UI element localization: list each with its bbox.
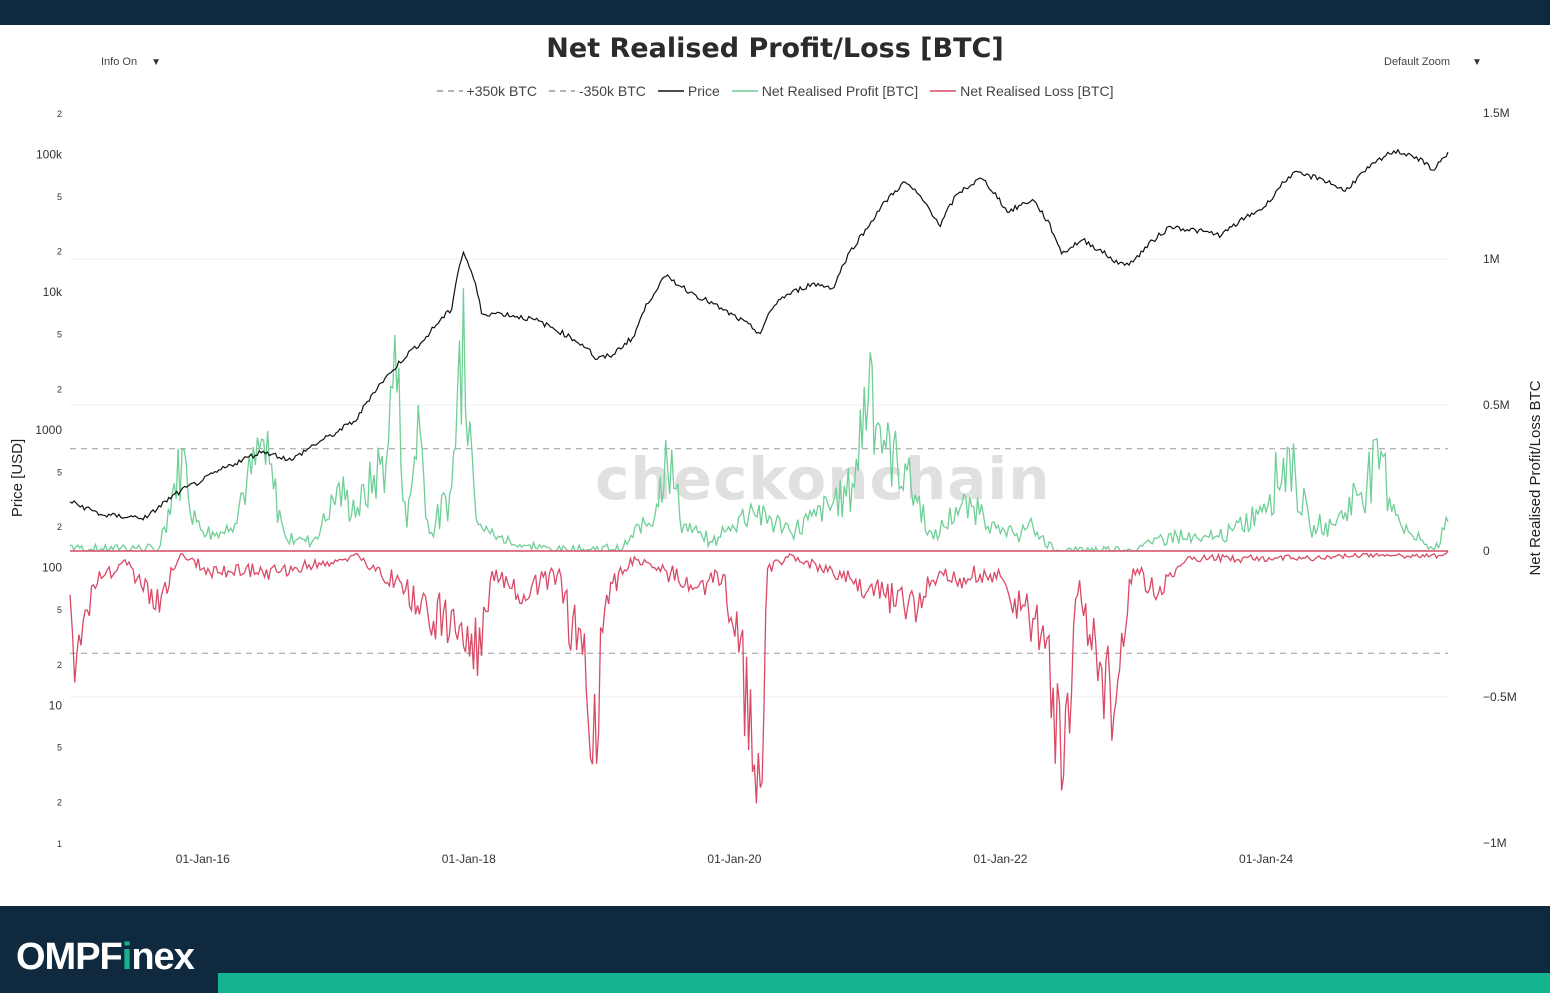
legend-label: Net Realised Profit [BTC] <box>761 83 919 99</box>
y-left-tick-label: 5 <box>57 743 62 753</box>
dashed-line-icon <box>436 90 463 92</box>
y-left-tick-label: 2 <box>57 798 62 808</box>
x-tick-label: 01-Jan-16 <box>176 852 230 866</box>
loss-series-line <box>69 550 1449 804</box>
y-left-tick-label: 2 <box>57 384 62 394</box>
y-right-tick-label: 0 <box>1483 544 1490 558</box>
y-left-tick-label: 2 <box>57 109 62 119</box>
info-toggle-label: Info On <box>101 56 138 68</box>
line-icon <box>657 90 684 92</box>
legend-item-price[interactable]: Price <box>657 83 720 99</box>
x-tick-label: 01-Jan-18 <box>442 852 496 866</box>
legend-label: -350k BTC <box>578 83 646 99</box>
top-banner <box>0 0 1550 25</box>
zoom-select-label: Default Zoom <box>1384 56 1451 68</box>
legend-label: Net Realised Loss [BTC] <box>960 83 1114 99</box>
info-toggle[interactable]: Info On ▼ <box>101 56 161 68</box>
line-icon <box>930 90 957 92</box>
profit-series-line <box>69 288 1449 553</box>
y-right-axis-title: Net Realised Profit/Loss BTC <box>1527 380 1544 575</box>
brand-text: OMPF <box>16 936 123 978</box>
y-right-tick-label: 1M <box>1483 252 1500 266</box>
dashed-line-icon <box>548 90 575 92</box>
y-left-tick-label: 5 <box>57 467 62 477</box>
price-series-line <box>69 148 1449 521</box>
legend-item-upper-threshold[interactable]: +350k BTC <box>436 83 537 99</box>
y-left-tick-label: 10k <box>43 285 63 299</box>
x-tick-label: 01-Jan-24 <box>1239 852 1293 866</box>
line-icon <box>731 90 758 92</box>
y-left-tick-label: 1000 <box>35 423 62 437</box>
brand-accent: i <box>121 936 133 978</box>
y-left-tick-label: 2 <box>57 247 62 257</box>
y-left-tick-label: 2 <box>57 522 62 532</box>
y-left-axis-title: Price [USD] <box>9 439 26 517</box>
chart-legend: +350k BTC -350k BTC Price Net Realised P… <box>0 83 1550 99</box>
legend-item-lower-threshold[interactable]: -350k BTC <box>548 83 646 99</box>
chevron-down-icon: ▼ <box>151 57 161 68</box>
x-tick-label: 01-Jan-22 <box>973 852 1027 866</box>
brand-logo: OMPFinex <box>16 934 195 980</box>
zoom-select[interactable]: Default Zoom ▼ <box>1384 56 1482 68</box>
y-left-tick-label: 2 <box>57 660 62 670</box>
y-left-tick-label: 10 <box>49 698 63 712</box>
y-left-tick-label: 100 <box>42 561 62 575</box>
y-left-tick-label: 5 <box>57 330 62 340</box>
y-right-tick-label: −1M <box>1483 836 1507 850</box>
legend-label: Price <box>687 83 720 99</box>
legend-item-loss[interactable]: Net Realised Loss [BTC] <box>930 83 1113 99</box>
y-right-tick-label: 0.5M <box>1483 398 1510 412</box>
y-left-tick-label: 1 <box>57 839 62 849</box>
y-right-tick-label: −0.5M <box>1483 690 1517 704</box>
brand-text-end: nex <box>131 936 194 978</box>
chart-title: Net Realised Profit/Loss [BTC] <box>546 33 1004 64</box>
chevron-down-icon: ▼ <box>1472 57 1482 68</box>
y-right-tick-label: 1.5M <box>1483 106 1510 120</box>
footer-accent-bar <box>218 973 1550 993</box>
chart-canvas: 1 2 5 10 2 5 100 2 5 1000 2 5 10k 2 5 100k 2 1.5M 1M 0.5M 0 −… <box>9 106 1544 866</box>
legend-item-profit[interactable]: Net Realised Profit [BTC] <box>731 83 919 99</box>
x-tick-label: 01-Jan-20 <box>707 852 761 866</box>
y-left-tick-label: 5 <box>57 192 62 202</box>
y-left-tick-label: 5 <box>57 605 62 615</box>
legend-label: +350k BTC <box>466 83 537 99</box>
y-left-tick-label: 100k <box>36 147 63 161</box>
